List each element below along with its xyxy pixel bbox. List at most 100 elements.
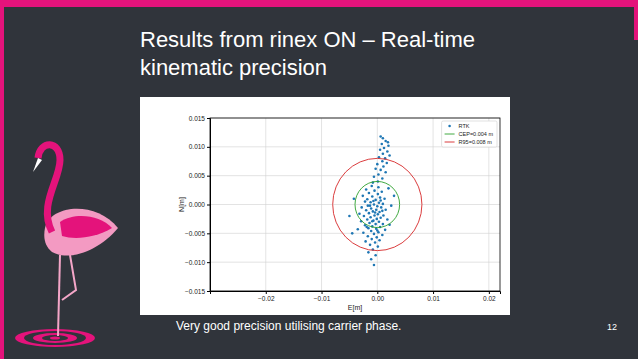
scatter-point — [386, 150, 389, 153]
scatter-point — [370, 238, 373, 241]
legend: RTKCEP=0.004 mR95=0.008 m — [442, 121, 497, 147]
x-axis: −0.02−0.010.000.010.02 — [211, 291, 501, 302]
tick-mark — [207, 147, 210, 148]
scatter-point — [369, 204, 372, 207]
scatter-point — [377, 213, 380, 216]
flamingo-neck — [38, 145, 60, 232]
scatter-point — [386, 218, 389, 221]
target-ring — [15, 329, 95, 347]
right-band — [634, 0, 638, 40]
scatter-point — [369, 216, 372, 219]
scatter-point — [365, 188, 368, 191]
tick-mark — [322, 291, 323, 294]
scatter-point — [368, 212, 371, 215]
plot-area — [333, 135, 422, 266]
grid-line — [210, 233, 500, 234]
tick-label: −0.015 — [185, 288, 205, 295]
scatter-point — [377, 173, 380, 176]
scatter-point — [370, 230, 373, 233]
scatter-point — [348, 215, 351, 218]
scatter-point — [370, 258, 373, 261]
scatter-point — [382, 223, 385, 226]
tick-mark — [207, 233, 210, 234]
page-number: 12 — [607, 322, 617, 332]
scatter-point — [362, 195, 365, 198]
y-axis-label: N[m] — [178, 197, 186, 212]
legend-marker — [445, 134, 455, 135]
x-axis-label: E[m] — [348, 304, 362, 312]
scatter-point — [379, 196, 382, 199]
slide: Results from rinex ON – Real-time kinemat… — [0, 0, 638, 359]
scatter-point — [379, 135, 382, 138]
grid-line — [210, 262, 500, 263]
error-circle — [355, 181, 400, 227]
scatter-point — [379, 169, 382, 172]
target-ring — [42, 335, 68, 341]
scatter-point — [372, 200, 375, 203]
tick-mark — [266, 291, 267, 294]
scatter-point — [384, 171, 387, 174]
legend-marker — [445, 142, 455, 143]
scatter-point — [367, 204, 370, 207]
tick-label: −0.01 — [314, 295, 331, 302]
scatter-point — [369, 201, 372, 204]
scatter-point — [371, 220, 374, 223]
tick-mark — [489, 291, 490, 294]
scatter-point — [368, 192, 371, 195]
chart-background — [140, 97, 510, 315]
grid-line — [210, 175, 500, 176]
scatter-point — [380, 143, 383, 146]
scatter-point — [380, 206, 383, 209]
scatter-point — [374, 167, 377, 170]
scatter-point — [375, 236, 378, 239]
tick-label: 0.005 — [189, 172, 206, 179]
scatter-point — [382, 203, 385, 206]
tick-mark — [377, 291, 378, 294]
scatter-point — [353, 197, 356, 200]
tick-label: 0.01 — [427, 295, 440, 302]
y-axis: −0.015−0.010−0.0050.0000.0050.0100.015 — [185, 115, 211, 295]
scatter-point — [377, 245, 380, 248]
tick: −0.02 — [258, 291, 275, 302]
scatter-point — [384, 229, 387, 232]
scatter-point — [358, 212, 361, 215]
scatter-point — [376, 205, 379, 208]
scatter-point — [374, 241, 377, 244]
scatter-point — [365, 209, 368, 212]
scatter-point — [373, 189, 376, 192]
scatter-point — [390, 204, 393, 207]
target-ring — [24, 331, 86, 345]
scatter-point — [376, 229, 379, 232]
tick: −0.010 — [185, 259, 210, 266]
scatter-point — [382, 152, 385, 155]
legend-box — [442, 121, 497, 147]
flamingo-leg — [62, 255, 76, 300]
scatter-point — [383, 197, 386, 200]
flamingo-decoration — [15, 145, 118, 347]
tick-mark — [207, 262, 210, 263]
scatter-point — [374, 223, 377, 226]
error-circle — [333, 158, 422, 250]
tick: −0.01 — [314, 291, 331, 302]
flamingo-leg — [58, 255, 60, 336]
scatter-point — [369, 244, 372, 247]
axis-line — [211, 292, 501, 295]
scatter-point — [379, 216, 382, 219]
scatter-point — [379, 148, 382, 151]
title-line: Results from rinex ON – Real-time — [140, 27, 475, 52]
tick-label: 0.000 — [189, 201, 206, 208]
scatter-point — [375, 208, 378, 211]
tick: 0.02 — [483, 291, 496, 302]
tick: 0.005 — [189, 172, 210, 179]
tick: −0.015 — [185, 288, 210, 295]
scatter-point — [387, 141, 390, 144]
scatter-point — [371, 195, 374, 198]
scatter-point — [373, 233, 376, 236]
background — [0, 0, 638, 359]
flamingo-beak — [33, 158, 42, 172]
scatter-point — [372, 210, 375, 213]
title-line: kinematic precision — [140, 55, 327, 80]
scatter-point — [385, 162, 388, 165]
tick: −0.005 — [185, 230, 210, 237]
scatter-point — [360, 206, 363, 209]
